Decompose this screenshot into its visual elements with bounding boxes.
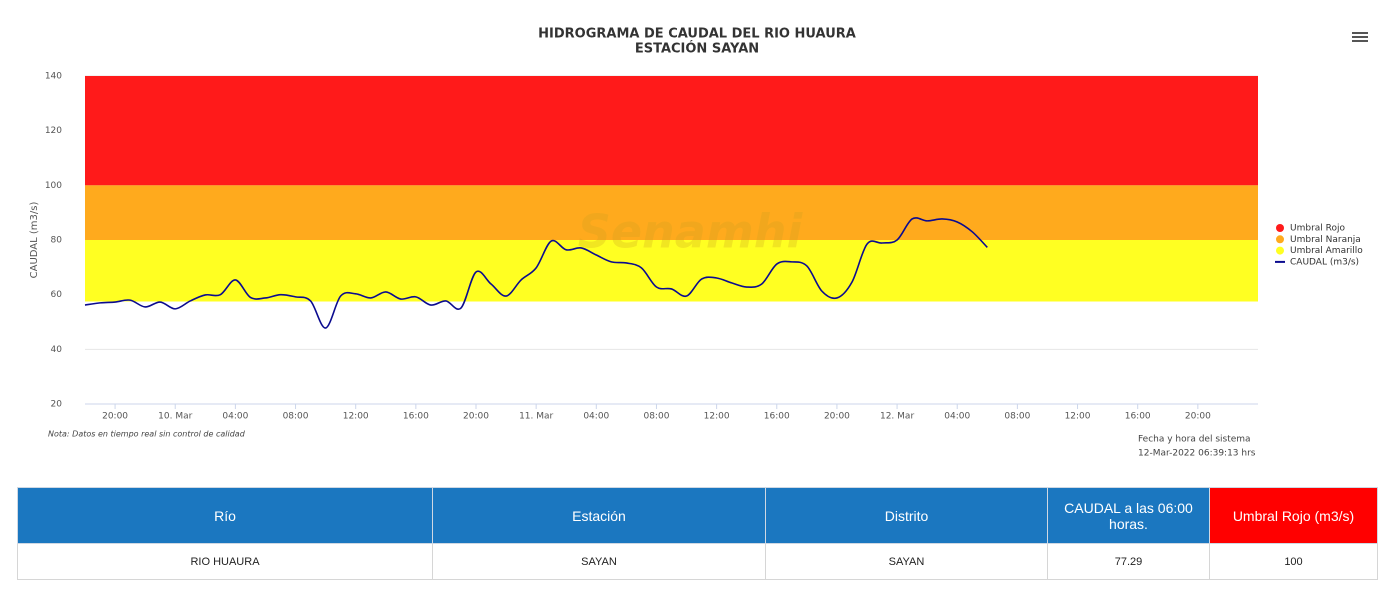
- table-header: Distrito: [765, 487, 1048, 544]
- note: Nota: Datos en tiempo real sin control d…: [48, 430, 246, 439]
- x-tick-label: 04:00: [222, 412, 248, 422]
- x-tick-label: 10. Mar: [158, 412, 192, 422]
- table-cell: SAYAN: [432, 543, 766, 580]
- legend-marker: [1276, 246, 1284, 255]
- threshold-band: [85, 76, 1258, 186]
- x-tick-label: 20:00: [102, 412, 128, 422]
- y-axis-label: CAUDAL (m3/s): [29, 202, 40, 279]
- x-tick-label: 08:00: [1004, 412, 1030, 422]
- x-tick-label: 12:00: [343, 412, 369, 422]
- chart-subtitle: ESTACIÓN SAYAN: [635, 41, 759, 57]
- threshold-band: [85, 240, 1258, 302]
- legend-label: CAUDAL (m3/s): [1290, 257, 1359, 267]
- x-tick-label: 16:00: [1125, 412, 1151, 422]
- x-tick-label: 16:00: [764, 412, 790, 422]
- x-tick-label: 20:00: [824, 412, 850, 422]
- table-header: Río: [17, 487, 433, 544]
- summary-table: Río Estación Distrito CAUDAL a las 06:00…: [17, 487, 1378, 580]
- system-time-label: Fecha y hora del sistema: [1138, 435, 1251, 445]
- y-tick-label: 120: [45, 126, 62, 136]
- x-tick-label: 20:00: [1185, 412, 1211, 422]
- legend-marker: [1276, 224, 1284, 232]
- x-tick-label: 12:00: [704, 412, 730, 422]
- y-tick-label: 140: [45, 72, 62, 82]
- x-tick-label: 08:00: [283, 412, 309, 422]
- x-tick-label: 16:00: [403, 412, 429, 422]
- x-tick-label: 04:00: [583, 412, 609, 422]
- table-cell: 100: [1209, 543, 1378, 580]
- table-cell: 77.29: [1047, 543, 1210, 580]
- table-header: CAUDAL a las 06:00 horas.: [1047, 487, 1210, 544]
- table-cell: SAYAN: [765, 543, 1048, 580]
- threshold-band: [85, 185, 1258, 240]
- y-tick-label: 60: [51, 290, 63, 300]
- y-tick-label: 80: [51, 236, 63, 246]
- y-tick-label: 20: [51, 400, 63, 410]
- table-header: Umbral Rojo (m3/s): [1209, 487, 1378, 544]
- table-cell: RIO HUAURA: [17, 543, 433, 580]
- x-tick-label: 12. Mar: [880, 412, 914, 422]
- legend-marker: [1276, 235, 1284, 244]
- x-tick-label: 08:00: [643, 412, 669, 422]
- data-line: [84, 217, 988, 329]
- chart: HIDROGRAMA DE CAUDAL DEL RIO HUAURA ESTA…: [29, 27, 1363, 459]
- table-header: Estación: [432, 487, 766, 544]
- legend-label: Umbral Naranja: [1290, 235, 1361, 245]
- chart-title: HIDROGRAMA DE CAUDAL DEL RIO HUAURA: [538, 27, 856, 42]
- x-tick-label: 20:00: [463, 412, 489, 422]
- system-time: 12-Mar-2022 06:39:13 hrs: [1138, 449, 1256, 459]
- menu-button[interactable]: [1352, 30, 1368, 44]
- y-tick-label: 40: [51, 345, 63, 355]
- legend-label: Umbral Rojo: [1290, 224, 1346, 234]
- x-tick-label: 04:00: [944, 412, 970, 422]
- y-tick-label: 100: [45, 181, 62, 191]
- x-tick-label: 11. Mar: [519, 412, 553, 422]
- x-tick-label: 12:00: [1065, 412, 1091, 422]
- legend-label: Umbral Amarillo: [1290, 246, 1363, 256]
- watermark: Senamhi: [578, 205, 804, 259]
